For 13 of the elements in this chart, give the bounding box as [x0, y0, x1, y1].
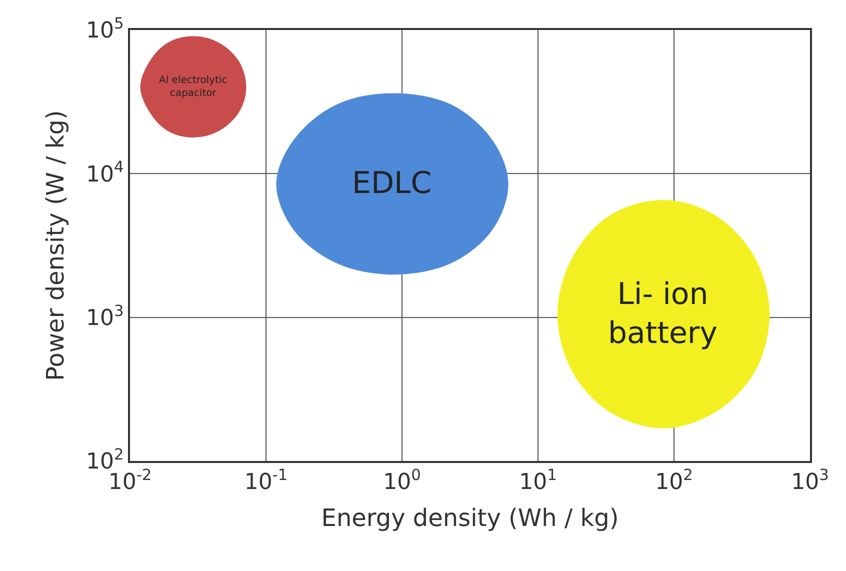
y-axis-title: Power density (W / kg): [42, 110, 70, 381]
y-tick-label: 10$^{4}$: [86, 158, 124, 188]
x-axis-title: Energy density (Wh / kg): [321, 504, 619, 532]
y-tick-label: 10$^{3}$: [86, 302, 124, 332]
x-tick-label: 10$^{1}$: [519, 466, 557, 496]
x-tick-label: 10$^{2}$: [655, 466, 693, 496]
series-label: Li- ion battery: [608, 277, 718, 351]
y-tick-label: 10$^{5}$: [86, 14, 124, 44]
x-tick-label: 10$^{-1}$: [244, 466, 288, 496]
x-tick-label: 10$^{3}$: [791, 466, 829, 496]
series-label: Al electrolytic capacitor: [159, 75, 228, 99]
x-tick-label: 10$^{0}$: [383, 466, 421, 496]
series-label: EDLC: [352, 166, 432, 201]
